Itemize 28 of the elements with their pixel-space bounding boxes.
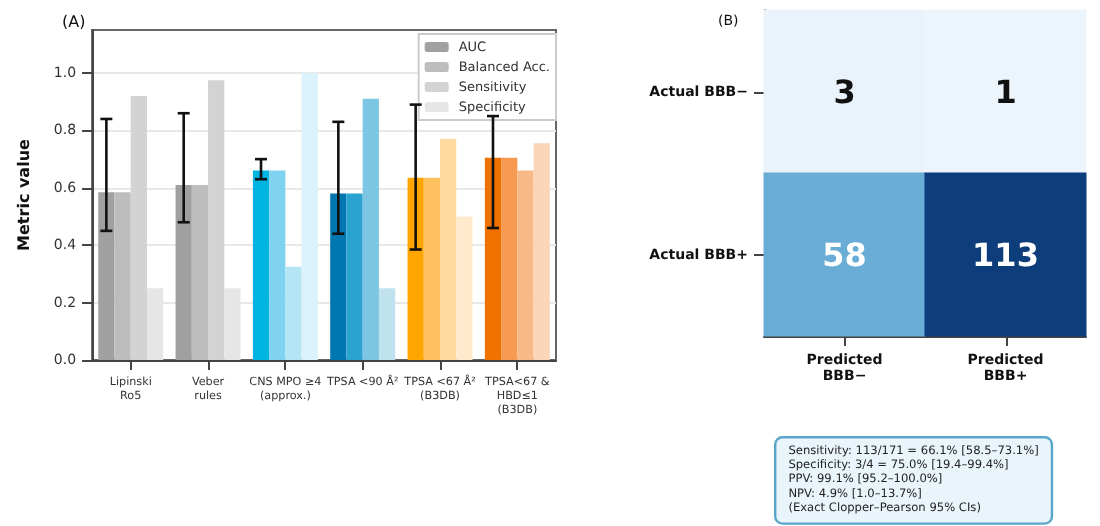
bar xyxy=(269,170,286,360)
bar xyxy=(407,177,424,360)
bar xyxy=(440,139,457,360)
bar xyxy=(456,216,473,360)
bar xyxy=(330,193,347,360)
bar xyxy=(362,98,379,360)
y-axis-title: Metric value xyxy=(15,137,33,251)
data-label: 113 xyxy=(972,235,1039,274)
bar xyxy=(501,157,518,360)
bar xyxy=(346,193,363,360)
data-label: 3 xyxy=(833,72,856,111)
bar xyxy=(423,177,441,360)
bar xyxy=(301,73,318,360)
chart-title: (A) xyxy=(62,13,86,31)
bar xyxy=(484,157,502,360)
bar xyxy=(130,96,147,360)
bar xyxy=(98,192,115,360)
bar xyxy=(517,170,534,360)
data-label: 1 xyxy=(994,72,1017,111)
data-label: 58 xyxy=(822,235,867,274)
bar xyxy=(114,192,131,360)
bar xyxy=(285,266,302,360)
bar xyxy=(191,184,209,360)
bar xyxy=(208,80,225,360)
bar xyxy=(378,288,396,360)
bar xyxy=(252,170,270,360)
bar xyxy=(175,184,192,360)
bar xyxy=(533,143,550,360)
